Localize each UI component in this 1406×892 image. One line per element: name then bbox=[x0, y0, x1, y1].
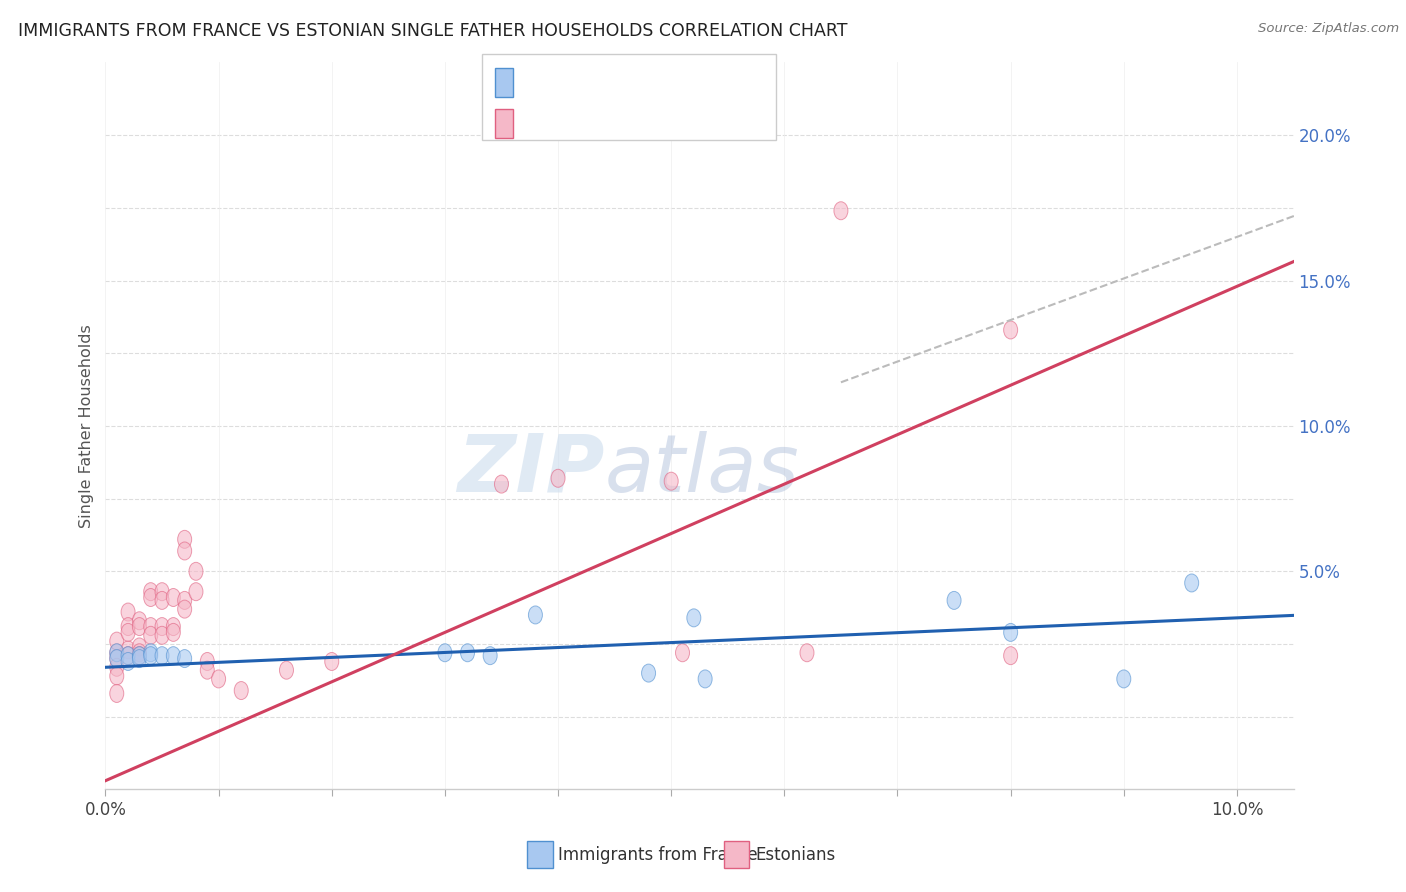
Ellipse shape bbox=[641, 665, 655, 682]
Ellipse shape bbox=[280, 661, 294, 679]
Ellipse shape bbox=[143, 626, 157, 644]
Text: R = 0.400   N = 18: R = 0.400 N = 18 bbox=[519, 73, 699, 92]
Y-axis label: Single Father Households: Single Father Households bbox=[79, 324, 94, 528]
Ellipse shape bbox=[699, 670, 713, 688]
Ellipse shape bbox=[800, 644, 814, 662]
Ellipse shape bbox=[177, 600, 191, 618]
Ellipse shape bbox=[110, 644, 124, 662]
Ellipse shape bbox=[177, 591, 191, 609]
Ellipse shape bbox=[132, 647, 146, 665]
Ellipse shape bbox=[110, 658, 124, 676]
Ellipse shape bbox=[155, 591, 169, 609]
Ellipse shape bbox=[664, 472, 678, 491]
Ellipse shape bbox=[121, 624, 135, 641]
Ellipse shape bbox=[121, 603, 135, 621]
Ellipse shape bbox=[188, 562, 202, 581]
Ellipse shape bbox=[132, 644, 146, 662]
Ellipse shape bbox=[166, 624, 180, 641]
Ellipse shape bbox=[675, 644, 689, 662]
Ellipse shape bbox=[200, 661, 214, 679]
Ellipse shape bbox=[121, 617, 135, 636]
Ellipse shape bbox=[166, 589, 180, 607]
Ellipse shape bbox=[211, 670, 225, 688]
Ellipse shape bbox=[132, 647, 146, 665]
Ellipse shape bbox=[495, 475, 509, 493]
Ellipse shape bbox=[132, 612, 146, 630]
Ellipse shape bbox=[143, 647, 157, 665]
Ellipse shape bbox=[110, 644, 124, 662]
Ellipse shape bbox=[177, 649, 191, 667]
Text: ZIP: ZIP bbox=[457, 431, 605, 508]
Text: atlas: atlas bbox=[605, 431, 799, 508]
Ellipse shape bbox=[177, 531, 191, 549]
Ellipse shape bbox=[121, 652, 135, 671]
Ellipse shape bbox=[437, 644, 451, 662]
Ellipse shape bbox=[1004, 624, 1018, 641]
Ellipse shape bbox=[1185, 574, 1199, 592]
Ellipse shape bbox=[235, 681, 249, 699]
Ellipse shape bbox=[166, 647, 180, 665]
Ellipse shape bbox=[143, 582, 157, 600]
Ellipse shape bbox=[110, 649, 124, 667]
Ellipse shape bbox=[1004, 647, 1018, 665]
Ellipse shape bbox=[143, 617, 157, 636]
Text: Estonians: Estonians bbox=[755, 846, 835, 863]
Ellipse shape bbox=[110, 684, 124, 703]
Text: IMMIGRANTS FROM FRANCE VS ESTONIAN SINGLE FATHER HOUSEHOLDS CORRELATION CHART: IMMIGRANTS FROM FRANCE VS ESTONIAN SINGL… bbox=[18, 22, 848, 40]
Ellipse shape bbox=[166, 617, 180, 636]
Ellipse shape bbox=[1004, 321, 1018, 339]
Ellipse shape bbox=[132, 638, 146, 656]
Ellipse shape bbox=[551, 469, 565, 487]
Ellipse shape bbox=[132, 617, 146, 636]
Ellipse shape bbox=[121, 647, 135, 665]
Ellipse shape bbox=[110, 667, 124, 685]
Text: Immigrants from France: Immigrants from France bbox=[558, 846, 758, 863]
Ellipse shape bbox=[121, 647, 135, 665]
Ellipse shape bbox=[834, 202, 848, 219]
Ellipse shape bbox=[143, 589, 157, 607]
Ellipse shape bbox=[155, 626, 169, 644]
Ellipse shape bbox=[461, 644, 475, 662]
Ellipse shape bbox=[188, 582, 202, 600]
Ellipse shape bbox=[110, 632, 124, 650]
Ellipse shape bbox=[132, 649, 146, 667]
Ellipse shape bbox=[484, 647, 498, 665]
Ellipse shape bbox=[325, 652, 339, 671]
Ellipse shape bbox=[686, 609, 700, 627]
Ellipse shape bbox=[529, 606, 543, 624]
Ellipse shape bbox=[155, 647, 169, 665]
Ellipse shape bbox=[121, 640, 135, 659]
Ellipse shape bbox=[155, 617, 169, 636]
Ellipse shape bbox=[143, 644, 157, 662]
Ellipse shape bbox=[110, 649, 124, 667]
Ellipse shape bbox=[200, 652, 214, 671]
Ellipse shape bbox=[155, 582, 169, 600]
Text: R =  0.743   N = 48: R = 0.743 N = 48 bbox=[519, 114, 709, 133]
Ellipse shape bbox=[1116, 670, 1130, 688]
Ellipse shape bbox=[948, 591, 962, 609]
Ellipse shape bbox=[177, 542, 191, 560]
Text: Source: ZipAtlas.com: Source: ZipAtlas.com bbox=[1258, 22, 1399, 36]
